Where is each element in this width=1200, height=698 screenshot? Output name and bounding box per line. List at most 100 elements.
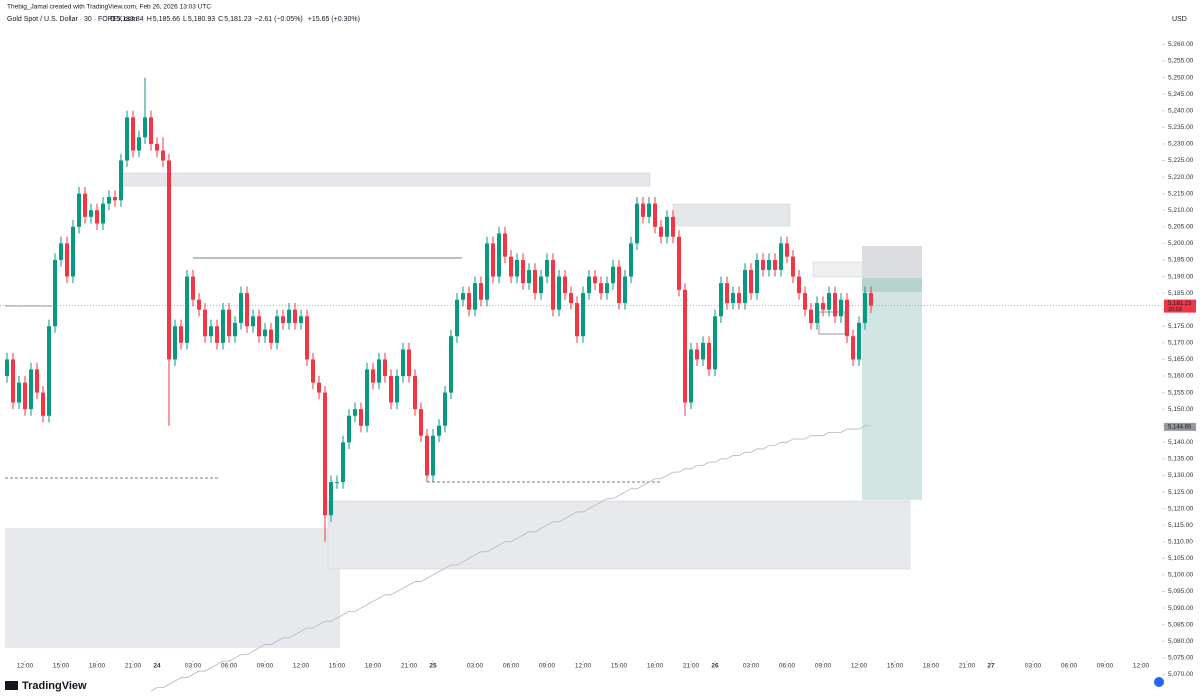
candle-body bbox=[275, 316, 279, 343]
candle-body bbox=[239, 293, 243, 323]
y-tick-label: 5,070.00 bbox=[1168, 671, 1194, 678]
y-tick-label: 5,095.00 bbox=[1168, 588, 1194, 595]
candle-body bbox=[527, 269, 531, 284]
candle-body bbox=[329, 482, 333, 516]
target-zone bbox=[862, 292, 922, 500]
candle-body bbox=[185, 276, 189, 343]
candle-body bbox=[467, 293, 471, 310]
candle-body bbox=[383, 359, 387, 376]
candle-body bbox=[707, 342, 711, 370]
x-tick-label: 18:00 bbox=[89, 663, 106, 670]
logo: TradingView bbox=[22, 680, 87, 692]
candle-body bbox=[635, 203, 639, 244]
candle-body bbox=[293, 309, 297, 323]
y-tick-label: 5,260.00 bbox=[1168, 41, 1194, 48]
candle-body bbox=[677, 236, 681, 290]
candle-body bbox=[611, 266, 615, 284]
candle-body bbox=[455, 299, 459, 337]
x-tick-label: 09:00 bbox=[1097, 663, 1114, 670]
candle-body bbox=[761, 259, 765, 270]
candle-body bbox=[485, 243, 489, 300]
candle-body bbox=[47, 326, 51, 416]
stop-zone bbox=[862, 246, 922, 278]
settings-icon[interactable] bbox=[1154, 677, 1164, 687]
x-tick-label: 06:00 bbox=[221, 663, 238, 670]
candle-body bbox=[305, 316, 309, 360]
candle-body bbox=[509, 256, 513, 277]
y-tick-label: 5,175.00 bbox=[1168, 323, 1194, 330]
candle-body bbox=[443, 392, 447, 426]
x-tick-label: 21:00 bbox=[683, 663, 700, 670]
entry-zone bbox=[862, 278, 922, 292]
x-tick-label: 25 bbox=[429, 663, 437, 670]
candle-body bbox=[377, 359, 381, 383]
ohlc-letter: H bbox=[147, 16, 152, 23]
candle-body bbox=[257, 316, 261, 337]
candle-body bbox=[689, 349, 693, 403]
candle-body bbox=[53, 259, 57, 327]
x-tick-label: 12:00 bbox=[575, 663, 592, 670]
candle-body bbox=[665, 216, 669, 237]
y-tick-label: 5,220.00 bbox=[1168, 174, 1194, 181]
candle-body bbox=[863, 293, 867, 323]
candle-body bbox=[647, 203, 651, 217]
candle-body bbox=[659, 226, 663, 237]
candle-body bbox=[281, 316, 285, 323]
candle-body bbox=[119, 160, 123, 201]
x-tick-label: 09:00 bbox=[257, 663, 274, 670]
candle-body bbox=[341, 442, 345, 483]
candle-body bbox=[353, 409, 357, 416]
candle-body bbox=[233, 322, 237, 337]
candle-body bbox=[269, 329, 273, 343]
candle-body bbox=[23, 382, 27, 410]
candle-body bbox=[227, 309, 231, 337]
y-tick-label: 5,235.00 bbox=[1168, 124, 1194, 131]
candle-body bbox=[827, 293, 831, 310]
x-tick-label: 18:00 bbox=[647, 663, 664, 670]
candle-body bbox=[557, 276, 561, 310]
session-change: +15.65 (+0.30%) bbox=[308, 16, 360, 23]
candle-body bbox=[425, 435, 429, 476]
y-tick-label: 5,250.00 bbox=[1168, 74, 1194, 81]
candle-body bbox=[143, 117, 147, 138]
x-tick-label: 03:00 bbox=[467, 663, 484, 670]
x-tick-label: 24 bbox=[153, 663, 161, 670]
x-tick-label: 12:00 bbox=[851, 663, 868, 670]
candle-body bbox=[191, 276, 195, 300]
candle-body bbox=[203, 309, 207, 337]
candle-body bbox=[431, 435, 435, 476]
candle-body bbox=[287, 309, 291, 323]
candle-body bbox=[5, 359, 9, 376]
candle-body bbox=[299, 316, 303, 323]
x-tick-label: 09:00 bbox=[815, 663, 832, 670]
candle-body bbox=[263, 329, 267, 337]
candle-body bbox=[161, 150, 165, 161]
candle-body bbox=[539, 276, 543, 294]
x-tick-label: 26 bbox=[711, 663, 719, 670]
candle-body bbox=[503, 233, 507, 257]
candle-body bbox=[401, 349, 405, 376]
candle-body bbox=[173, 326, 177, 360]
logo-mark bbox=[5, 681, 18, 690]
y-tick-label: 5,190.00 bbox=[1168, 273, 1194, 280]
candle-body bbox=[389, 375, 393, 403]
candle-body bbox=[797, 276, 801, 294]
y-tick-label: 5,105.00 bbox=[1168, 555, 1194, 562]
y-tick-label: 5,245.00 bbox=[1168, 91, 1194, 98]
header: Thebig_Jamal created with TradingView.co… bbox=[7, 4, 211, 11]
candle-body bbox=[77, 193, 81, 227]
candle-body bbox=[515, 259, 519, 277]
x-tick-label: 18:00 bbox=[923, 663, 940, 670]
y-tick-label: 5,100.00 bbox=[1168, 572, 1194, 579]
x-tick-label: 06:00 bbox=[503, 663, 520, 670]
candle-body bbox=[671, 216, 675, 237]
y-tick-label: 5,120.00 bbox=[1168, 505, 1194, 512]
y-tick-label: 5,135.00 bbox=[1168, 456, 1194, 463]
candle-body bbox=[767, 259, 771, 270]
candle-body bbox=[413, 375, 417, 410]
y-tick-label: 5,160.00 bbox=[1168, 373, 1194, 380]
candle-body bbox=[215, 326, 219, 343]
candle-body bbox=[731, 293, 735, 304]
candle-body bbox=[743, 269, 747, 304]
